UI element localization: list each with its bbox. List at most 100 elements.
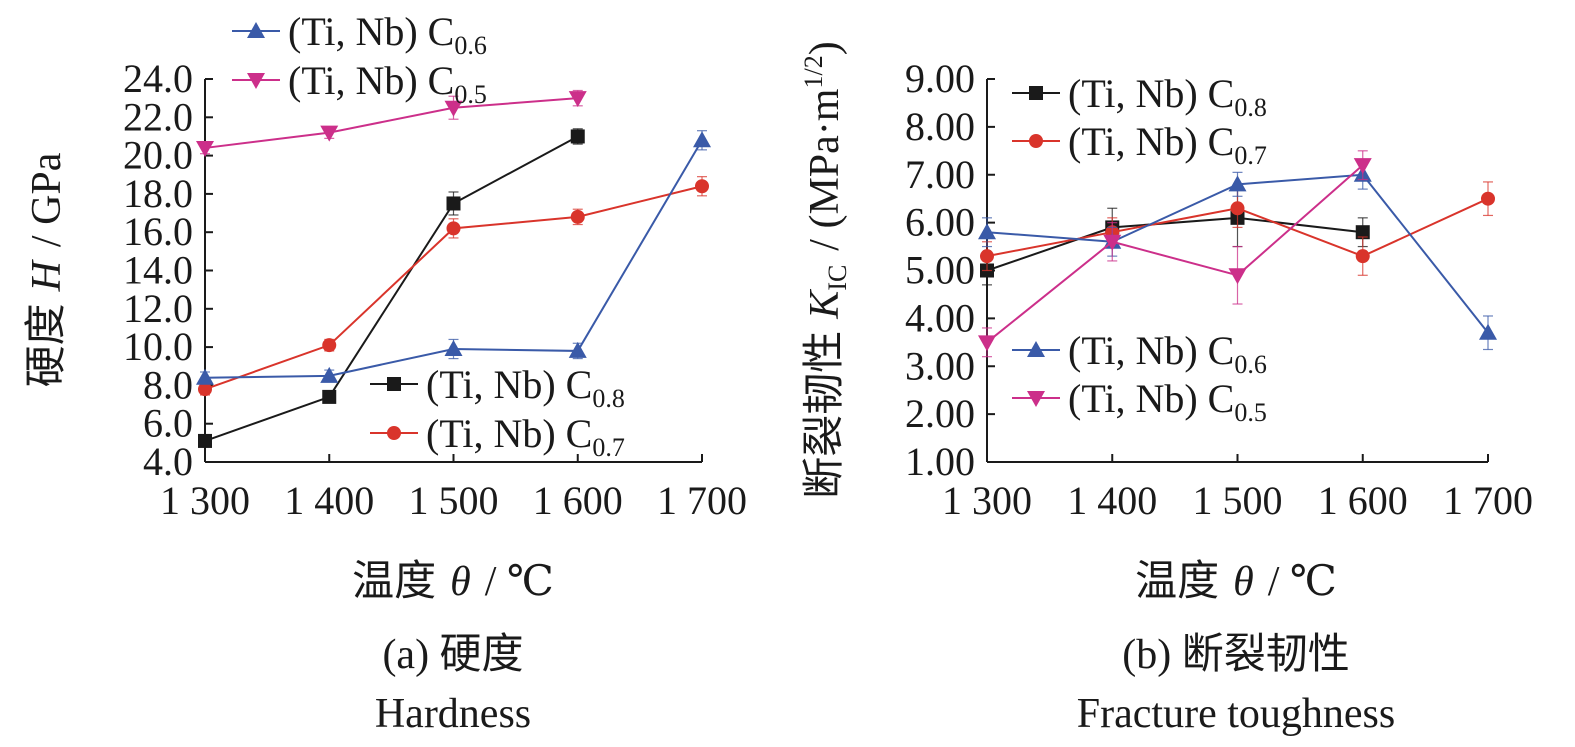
toughness-data-point [1481, 191, 1495, 206]
hardness-caption-cn: (a) 硬度 [382, 632, 523, 678]
hardness-data-point [693, 131, 711, 148]
toughness-series-line [986, 216, 1363, 272]
hardness-legend-item: (Ti, Nb) C0.6 [232, 9, 487, 60]
hardness-series-line [204, 97, 578, 149]
toughness-series-c05 [978, 150, 1372, 358]
toughness-y-tick-label: 6.00 [905, 200, 975, 245]
toughness-legend-marker [1027, 341, 1045, 357]
hardness-data-point [444, 100, 463, 117]
hardness-x-tick-label: 1 600 [533, 478, 623, 523]
toughness-y-tick-label: 4.00 [905, 295, 975, 340]
hardness-series-c08 [198, 128, 585, 448]
hardness-data-point [446, 221, 461, 236]
toughness-x-tick-label: 1 500 [1193, 478, 1283, 523]
toughness-series-line [986, 164, 1364, 344]
hardness-x-tick-label: 1 700 [657, 478, 747, 523]
toughness-legend-marker [1027, 391, 1045, 407]
toughness-data-point [980, 249, 994, 264]
hardness-data-point [322, 389, 337, 404]
toughness-data-point [1353, 158, 1372, 175]
hardness-y-tick-label: 4.0 [143, 439, 193, 484]
toughness-legend-label: (Ti, Nb) C0.7 [1068, 119, 1267, 170]
toughness-axes: 1.002.003.004.005.006.007.008.009.00 1 30… [905, 56, 1533, 523]
hardness-legend-marker [247, 73, 265, 89]
hardness-y-tick-label: 6.0 [143, 401, 193, 446]
hardness-data-point [196, 368, 214, 385]
toughness-series-layer [978, 150, 1497, 358]
toughness-y-tick-label: 9.00 [905, 56, 975, 101]
hardness-legend-label: (Ti, Nb) C0.7 [426, 411, 625, 462]
toughness-y-tick-label: 8.00 [905, 104, 975, 149]
toughness-y-tick-label: 1.00 [905, 439, 975, 484]
hardness-series-c06 [196, 130, 711, 385]
hardness-series-layer [196, 89, 711, 448]
hardness-x-tick-label: 1 300 [160, 478, 250, 523]
toughness-legend-label: (Ti, Nb) C0.8 [1068, 71, 1267, 122]
hardness-legend-marker [387, 426, 401, 440]
hardness-y-tick-label: 16.0 [123, 209, 193, 254]
hardness-data-point [568, 341, 587, 358]
hardness-x-axis-title: 温度 θ / ℃ [352, 559, 554, 605]
toughness-legend-marker [1029, 86, 1043, 100]
hardness-data-point [322, 338, 337, 353]
toughness-legend: (Ti, Nb) C0.8(Ti, Nb) C0.7 (Ti, Nb) C0.6(… [1012, 71, 1267, 427]
toughness-legend-item: (Ti, Nb) C0.6 [1012, 328, 1267, 379]
hardness-data-point [320, 366, 339, 383]
toughness-x-axis-title: 温度 θ / ℃ [1135, 559, 1337, 605]
toughness-x-tick-label: 1 400 [1067, 478, 1157, 523]
toughness-caption-cn: (b) 断裂韧性 [1122, 632, 1349, 678]
hardness-chart: 4.06.08.010.012.014.016.018.020.022.024.… [24, 9, 747, 737]
hardness-series-c07 [198, 176, 709, 397]
toughness-data-point [1355, 249, 1370, 264]
hardness-legend: (Ti, Nb) C0.6(Ti, Nb) C0.5 (Ti, Nb) C0.8(… [232, 9, 625, 462]
hardness-data-point [198, 433, 212, 448]
toughness-legend-item: (Ti, Nb) C0.5 [1012, 376, 1267, 427]
toughness-legend-item: (Ti, Nb) C0.7 [1012, 119, 1267, 170]
hardness-data-point [570, 209, 585, 224]
toughness-data-point [1355, 225, 1370, 240]
hardness-y-tick-label: 8.0 [143, 362, 193, 407]
toughness-data-point [1479, 323, 1497, 340]
toughness-y-axis-title: 断裂韧性KIC/ (MPa·m1/2) [799, 41, 852, 498]
hardness-data-point [568, 91, 587, 108]
toughness-caption-en: Fracture toughness [1077, 691, 1395, 737]
hardness-legend-label: (Ti, Nb) C0.6 [288, 9, 487, 60]
toughness-y-tick-label: 7.00 [905, 152, 975, 197]
toughness-data-point [1228, 175, 1247, 192]
hardness-data-point [446, 196, 461, 211]
hardness-data-point [444, 340, 463, 357]
hardness-series-line [204, 135, 579, 442]
hardness-y-tick-label: 18.0 [123, 171, 193, 216]
fracture-toughness-chart: 1.002.003.004.005.006.007.008.009.00 1 30… [799, 41, 1533, 737]
hardness-y-tick-label: 12.0 [123, 286, 193, 331]
hardness-y-tick-label: 14.0 [123, 248, 193, 293]
toughness-legend-label: (Ti, Nb) C0.6 [1068, 328, 1267, 379]
hardness-data-point [198, 382, 212, 397]
hardness-y-tick-label: 20.0 [123, 133, 193, 178]
hardness-y-tick-label: 24.0 [123, 56, 193, 101]
toughness-data-point [978, 223, 996, 240]
toughness-x-tick-label: 1 600 [1318, 478, 1408, 523]
hardness-series-c05 [196, 89, 587, 157]
hardness-y-tick-label: 22.0 [123, 94, 193, 139]
toughness-data-point [1228, 268, 1247, 285]
toughness-y-tick-label: 2.00 [905, 391, 975, 436]
hardness-y-tick-label: 10.0 [123, 324, 193, 369]
toughness-legend-item: (Ti, Nb) C0.8 [1012, 71, 1267, 122]
hardness-caption-en: Hardness [375, 691, 531, 737]
toughness-legend-label: (Ti, Nb) C0.5 [1068, 376, 1267, 427]
hardness-axes: 4.06.08.010.012.014.016.018.020.022.024.… [123, 56, 747, 523]
toughness-y-tick-label: 5.00 [905, 248, 975, 293]
hardness-x-tick-label: 1 400 [284, 478, 374, 523]
hardness-data-point [196, 140, 214, 157]
hardness-legend-marker [247, 22, 265, 38]
hardness-data-point [320, 125, 339, 142]
hardness-data-point [695, 179, 709, 194]
toughness-y-tick-label: 3.00 [905, 343, 975, 388]
toughness-data-point [1230, 201, 1245, 216]
toughness-x-tick-label: 1 300 [942, 478, 1032, 523]
hardness-legend-item: (Ti, Nb) C0.8 [370, 362, 625, 413]
hardness-legend-marker [387, 377, 401, 391]
toughness-data-point [978, 335, 996, 352]
